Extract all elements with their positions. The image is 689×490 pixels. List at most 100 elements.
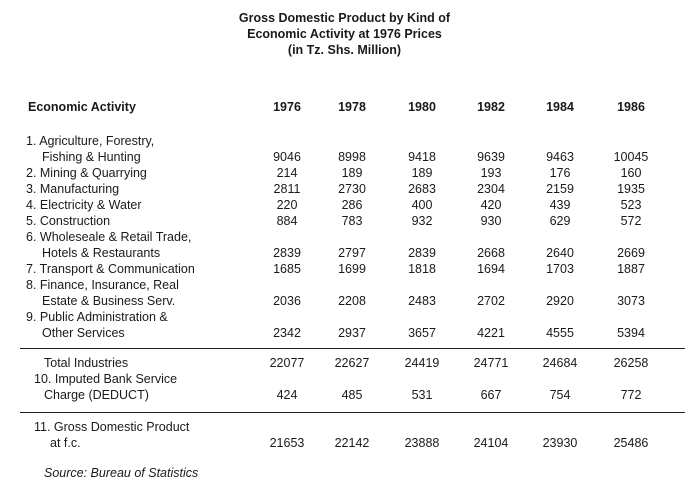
value-cell: 2811	[273, 182, 301, 196]
value-cell: 531	[411, 388, 433, 402]
activity-label: 1. Agriculture, Forestry,	[26, 134, 155, 148]
value-cell: 783	[341, 214, 363, 228]
value-cell: 5394	[617, 326, 645, 340]
value-cell: 23930	[542, 436, 578, 450]
value-cell: 2839	[408, 246, 436, 260]
value-cell: 1935	[617, 182, 645, 196]
activity-label: 3. Manufacturing	[26, 182, 120, 196]
year-header: 1982	[477, 100, 505, 114]
value-cell: 629	[549, 214, 571, 228]
column-header-activity: Economic Activity	[28, 100, 136, 114]
value-cell: 189	[411, 166, 433, 180]
value-cell: 424	[276, 388, 298, 402]
source-note: Source: Bureau of Statistics	[44, 466, 199, 480]
activity-label: 2. Mining & Quarrying	[26, 166, 147, 180]
value-cell: 8998	[338, 150, 366, 164]
value-cell: 772	[620, 388, 642, 402]
value-cell: 22077	[269, 356, 305, 370]
value-cell: 2730	[338, 182, 366, 196]
value-cell: 1818	[408, 262, 436, 276]
value-cell: 24771	[473, 356, 509, 370]
value-cell: 667	[480, 388, 502, 402]
year-header: 1976	[273, 100, 301, 114]
value-cell: 9463	[546, 150, 574, 164]
value-cell: 286	[341, 198, 363, 212]
value-cell: 21653	[269, 436, 305, 450]
value-cell: 2036	[273, 294, 301, 308]
table-title-line-3: (in Tz. Shs. Million)	[287, 43, 402, 57]
value-cell: 2640	[546, 246, 574, 260]
value-cell: 1685	[273, 262, 301, 276]
divider-gdp	[20, 412, 685, 413]
activity-label: 11. Gross Domestic Product	[34, 420, 190, 434]
value-cell: 2683	[408, 182, 436, 196]
value-cell: 2668	[477, 246, 505, 260]
value-cell: 932	[411, 214, 433, 228]
value-cell: 2702	[477, 294, 505, 308]
activity-label: 5. Construction	[26, 214, 111, 228]
value-cell: 1694	[477, 262, 505, 276]
value-cell: 2669	[617, 246, 645, 260]
value-cell: 23888	[404, 436, 440, 450]
value-cell: 2304	[477, 182, 505, 196]
value-cell: 2159	[546, 182, 574, 196]
activity-label: 6. Wholeseale & Retail Trade,	[26, 230, 192, 244]
value-cell: 1703	[546, 262, 574, 276]
value-cell: 523	[620, 198, 642, 212]
value-cell: 2839	[273, 246, 301, 260]
value-cell: 9046	[273, 150, 301, 164]
value-cell: 160	[620, 166, 642, 180]
value-cell: 2208	[338, 294, 366, 308]
activity-label: Estate & Business Serv.	[42, 294, 176, 308]
value-cell: 9639	[477, 150, 505, 164]
value-cell: 2937	[338, 326, 366, 340]
table-title-line-2: Economic Activity at 1976 Prices	[247, 27, 442, 41]
activity-label: Fishing & Hunting	[42, 150, 141, 164]
activity-label: Hotels & Restaurants	[42, 246, 161, 260]
activity-label: 7. Transport & Communication	[26, 262, 195, 276]
table-title-line-1: Gross Domestic Product by Kind of	[238, 11, 451, 25]
activity-label: 10. Imputed Bank Service	[34, 372, 178, 386]
value-cell: 2342	[273, 326, 301, 340]
year-header: 1978	[338, 100, 366, 114]
value-cell: 22627	[334, 356, 370, 370]
value-cell: 9418	[408, 150, 436, 164]
value-cell: 214	[276, 166, 298, 180]
value-cell: 2920	[546, 294, 574, 308]
value-cell: 2797	[338, 246, 366, 260]
year-header: 1984	[546, 100, 574, 114]
value-cell: 4221	[477, 326, 505, 340]
value-cell: 2483	[408, 294, 436, 308]
value-cell: 189	[341, 166, 363, 180]
value-cell: 930	[480, 214, 502, 228]
activity-label: Other Services	[42, 326, 125, 340]
value-cell: 439	[549, 198, 571, 212]
value-cell: 3657	[408, 326, 436, 340]
value-cell: 24104	[473, 436, 509, 450]
value-cell: 1699	[338, 262, 366, 276]
activity-label: 8. Finance, Insurance, Real	[26, 278, 179, 292]
value-cell: 1887	[617, 262, 645, 276]
year-header: 1980	[408, 100, 436, 114]
activity-label: at f.c.	[50, 436, 81, 450]
activity-label: 4. Electricity & Water	[26, 198, 142, 212]
activity-label: 9. Public Administration &	[26, 310, 168, 324]
value-cell: 176	[549, 166, 571, 180]
value-cell: 485	[341, 388, 363, 402]
value-cell: 25486	[613, 436, 649, 450]
value-cell: 26258	[613, 356, 649, 370]
value-cell: 400	[411, 198, 433, 212]
value-cell: 10045	[613, 150, 649, 164]
value-cell: 24684	[542, 356, 578, 370]
value-cell: 3073	[617, 294, 645, 308]
value-cell: 572	[620, 214, 642, 228]
divider-total	[20, 348, 685, 349]
value-cell: 22142	[334, 436, 370, 450]
value-cell: 220	[276, 198, 298, 212]
year-header: 1986	[617, 100, 645, 114]
value-cell: 754	[549, 388, 571, 402]
value-cell: 420	[480, 198, 502, 212]
value-cell: 24419	[404, 356, 440, 370]
value-cell: 4555	[546, 326, 574, 340]
activity-label: Total Industries	[44, 356, 129, 370]
